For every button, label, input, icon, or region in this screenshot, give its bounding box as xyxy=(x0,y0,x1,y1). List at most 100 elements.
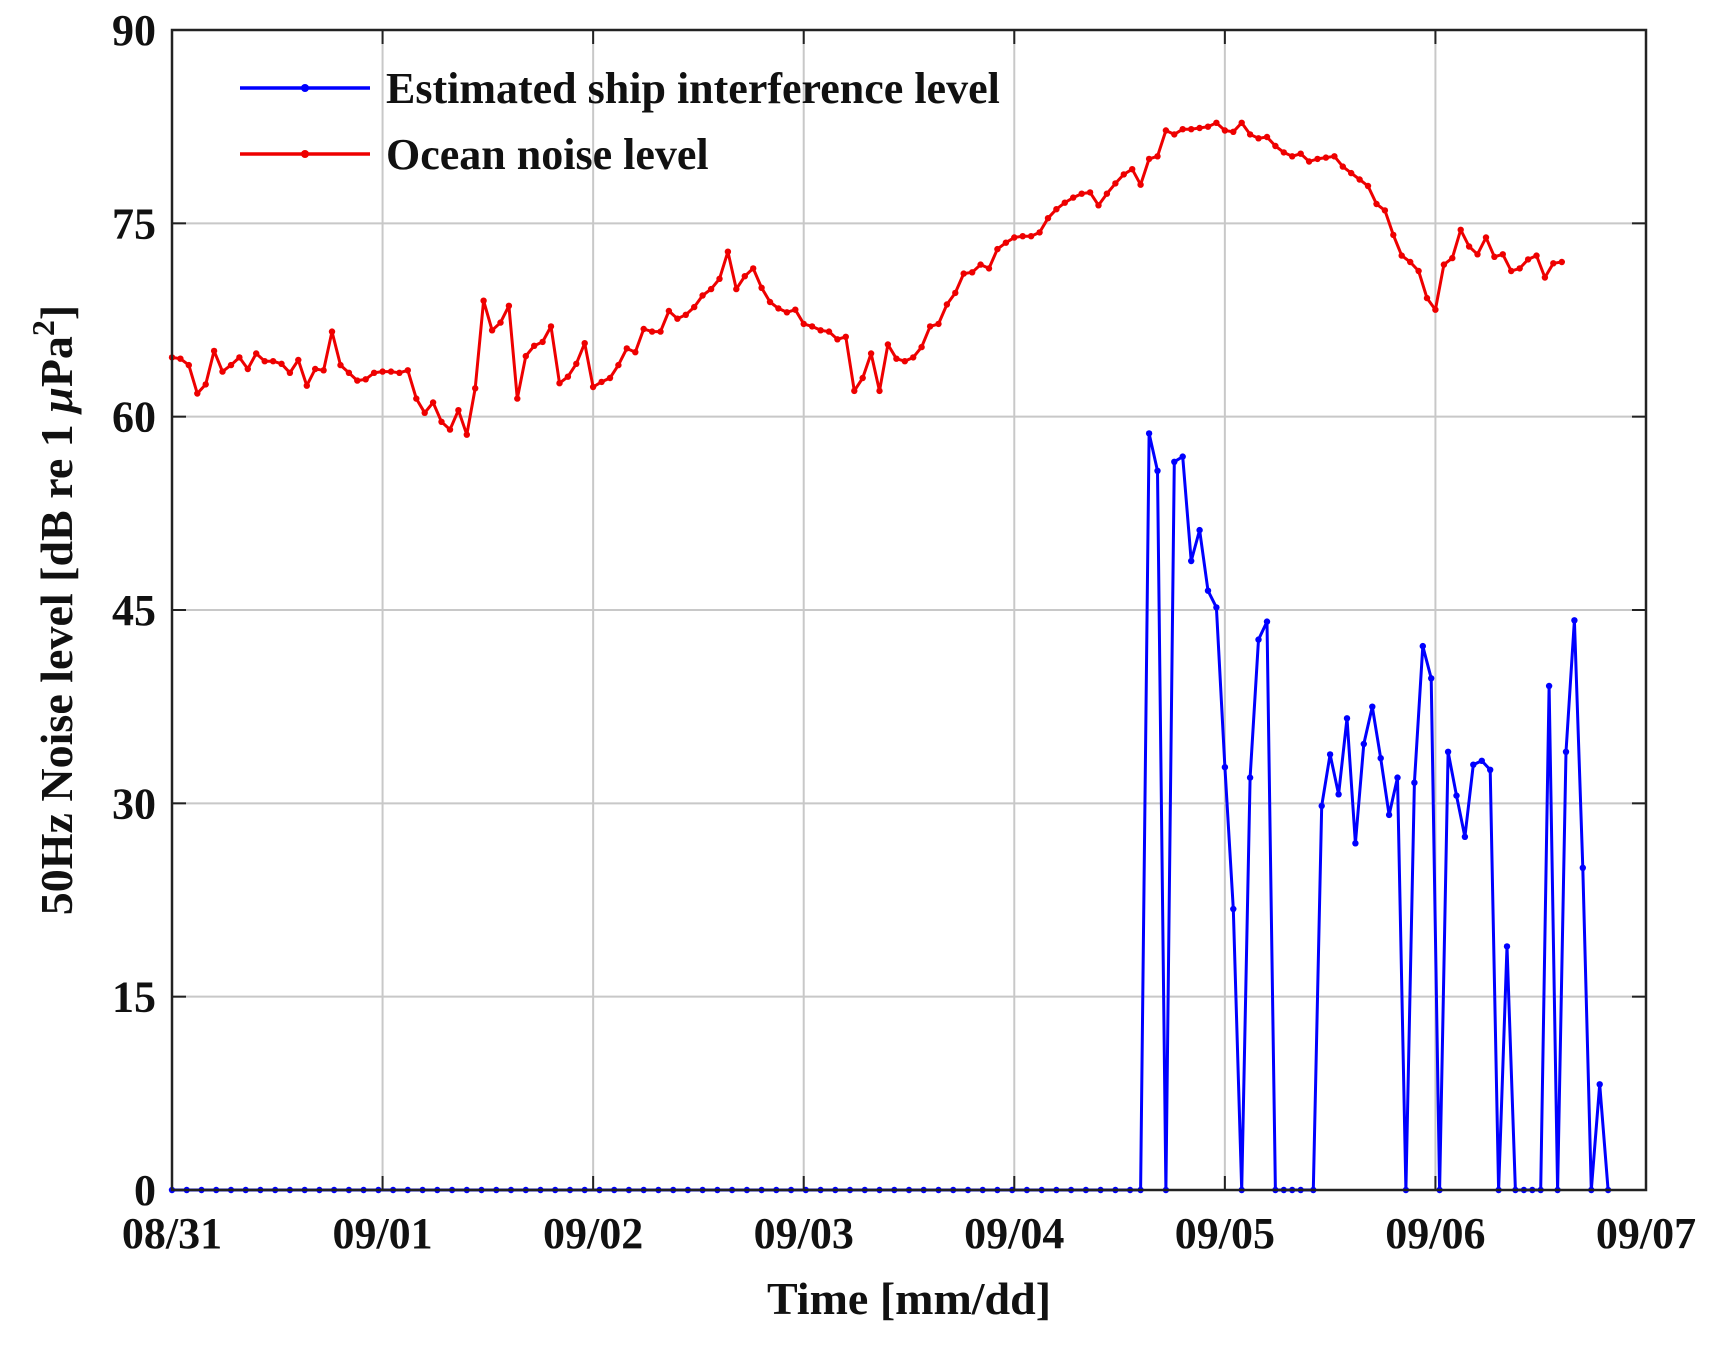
data-point-ocean-noise-level xyxy=(1154,153,1161,160)
data-point-estimated-ship-interference-level xyxy=(1343,715,1351,722)
data-point-ocean-noise-level xyxy=(1002,239,1010,246)
data-point-ocean-noise-level xyxy=(1204,123,1212,130)
data-point-estimated-ship-interference-level xyxy=(1503,943,1511,950)
data-point-ocean-noise-level xyxy=(851,387,858,395)
data-point-estimated-ship-interference-level xyxy=(1377,755,1384,762)
data-point-ocean-noise-level xyxy=(935,320,942,328)
data-point-ocean-noise-level xyxy=(792,306,799,313)
data-point-ocean-noise-level xyxy=(227,361,235,369)
data-point-ocean-noise-level xyxy=(884,341,892,348)
data-point-ocean-noise-level xyxy=(1078,190,1085,197)
data-point-ocean-noise-level xyxy=(244,365,251,373)
data-point-ocean-noise-level xyxy=(387,368,395,375)
data-point-ocean-noise-level xyxy=(750,265,757,272)
data-point-ocean-noise-level xyxy=(488,327,496,334)
data-point-ocean-noise-level xyxy=(1036,229,1043,236)
data-point-ocean-noise-level xyxy=(253,350,260,357)
data-point-ocean-noise-level xyxy=(1305,158,1313,165)
data-point-ocean-noise-level xyxy=(1373,200,1380,208)
data-point-ocean-noise-level xyxy=(531,342,538,349)
data-point-ocean-noise-level xyxy=(657,328,664,335)
legend: Estimated ship interference level Ocean n… xyxy=(240,64,1000,179)
data-point-ocean-noise-level xyxy=(455,407,462,414)
data-point-ocean-noise-level xyxy=(1053,206,1060,213)
data-point-ocean-noise-level xyxy=(1179,126,1186,133)
data-point-ocean-noise-level xyxy=(463,431,470,438)
data-point-ocean-noise-level xyxy=(825,328,833,335)
data-point-ocean-noise-level xyxy=(758,284,765,291)
data-point-ocean-noise-level xyxy=(236,354,243,361)
data-point-ocean-noise-level xyxy=(1364,182,1372,190)
data-point-estimated-ship-interference-level xyxy=(1145,430,1153,437)
data-point-ocean-noise-level xyxy=(1524,256,1532,263)
data-point-ocean-noise-level xyxy=(1188,126,1195,133)
data-point-ocean-noise-level xyxy=(556,380,563,387)
x-tick-label: 09/02 xyxy=(543,1209,643,1258)
data-point-ocean-noise-level xyxy=(1070,194,1077,201)
data-point-ocean-noise-level xyxy=(1432,306,1439,313)
y-tick-label: 30 xyxy=(112,779,156,828)
data-point-ocean-noise-level xyxy=(1381,207,1389,214)
data-point-estimated-ship-interference-level xyxy=(1213,604,1220,611)
data-point-ocean-noise-level xyxy=(320,367,327,374)
data-point-ocean-noise-level xyxy=(733,285,740,293)
data-point-ocean-noise-level xyxy=(1465,243,1473,250)
x-tick-label: 08/31 xyxy=(122,1209,222,1258)
data-point-ocean-noise-level xyxy=(623,345,630,352)
data-point-ocean-noise-level xyxy=(429,399,437,406)
data-point-estimated-ship-interference-level xyxy=(1335,791,1342,798)
data-point-ocean-noise-level xyxy=(328,328,336,335)
data-point-ocean-noise-level xyxy=(615,361,622,369)
series-line-ocean-noise-level xyxy=(171,121,1563,437)
x-tick-label: 09/01 xyxy=(332,1209,432,1258)
y-tick-label: 90 xyxy=(112,6,156,55)
data-point-ocean-noise-level xyxy=(952,289,959,297)
y-tick-label: 0 xyxy=(134,1166,156,1215)
data-point-ocean-noise-level xyxy=(1086,189,1094,196)
data-point-estimated-ship-interference-level xyxy=(1394,774,1401,781)
data-point-ocean-noise-level xyxy=(396,369,403,376)
data-point-ocean-noise-level xyxy=(640,325,647,333)
data-point-ocean-noise-level xyxy=(413,395,420,402)
data-point-ocean-noise-level xyxy=(1322,154,1330,161)
data-point-ocean-noise-level xyxy=(1407,258,1414,266)
data-point-ocean-noise-level xyxy=(910,354,917,361)
data-point-ocean-noise-level xyxy=(438,418,445,425)
data-point-ocean-noise-level xyxy=(1280,149,1288,156)
data-point-ocean-noise-level xyxy=(1474,251,1481,258)
data-point-ocean-noise-level xyxy=(775,305,782,312)
data-point-ocean-noise-level xyxy=(514,395,521,402)
y-axis-title: 50Hz Noise level [dB re 1 μPa2] xyxy=(25,305,82,916)
data-point-ocean-noise-level xyxy=(1482,234,1490,241)
x-tick-label: 09/05 xyxy=(1175,1209,1275,1258)
data-point-estimated-ship-interference-level xyxy=(1360,740,1368,748)
data-point-ocean-noise-level xyxy=(901,358,908,365)
data-point-estimated-ship-interference-level xyxy=(1487,766,1494,773)
data-point-ocean-noise-level xyxy=(480,297,487,304)
data-point-ocean-noise-level xyxy=(194,390,201,397)
data-point-ocean-noise-level xyxy=(269,358,277,365)
data-point-ocean-noise-level xyxy=(286,369,294,376)
data-point-ocean-noise-level xyxy=(573,360,580,367)
data-point-ocean-noise-level xyxy=(564,373,572,380)
data-point-ocean-noise-level xyxy=(312,365,319,373)
data-point-estimated-ship-interference-level xyxy=(1579,864,1587,871)
data-point-estimated-ship-interference-level xyxy=(1428,675,1435,682)
data-point-ocean-noise-level xyxy=(859,374,866,382)
data-point-estimated-ship-interference-level xyxy=(1596,1081,1603,1088)
y-tick-label: 60 xyxy=(112,393,156,442)
data-point-estimated-ship-interference-level xyxy=(1352,840,1359,847)
data-point-ocean-noise-level xyxy=(1415,267,1422,275)
data-point-estimated-ship-interference-level xyxy=(1453,792,1460,799)
data-point-ocean-noise-level xyxy=(1348,169,1355,177)
data-point-estimated-ship-interference-level xyxy=(1444,748,1452,755)
y-tick-label: 45 xyxy=(112,586,156,635)
data-point-ocean-noise-level xyxy=(1272,142,1279,150)
data-point-ocean-noise-level xyxy=(497,319,504,326)
data-point-ocean-noise-level xyxy=(1238,119,1245,127)
data-point-ocean-noise-level xyxy=(261,358,268,365)
tick-marks xyxy=(171,29,1647,1191)
data-point-ocean-noise-level xyxy=(354,377,361,384)
data-point-ocean-noise-level xyxy=(674,315,681,322)
